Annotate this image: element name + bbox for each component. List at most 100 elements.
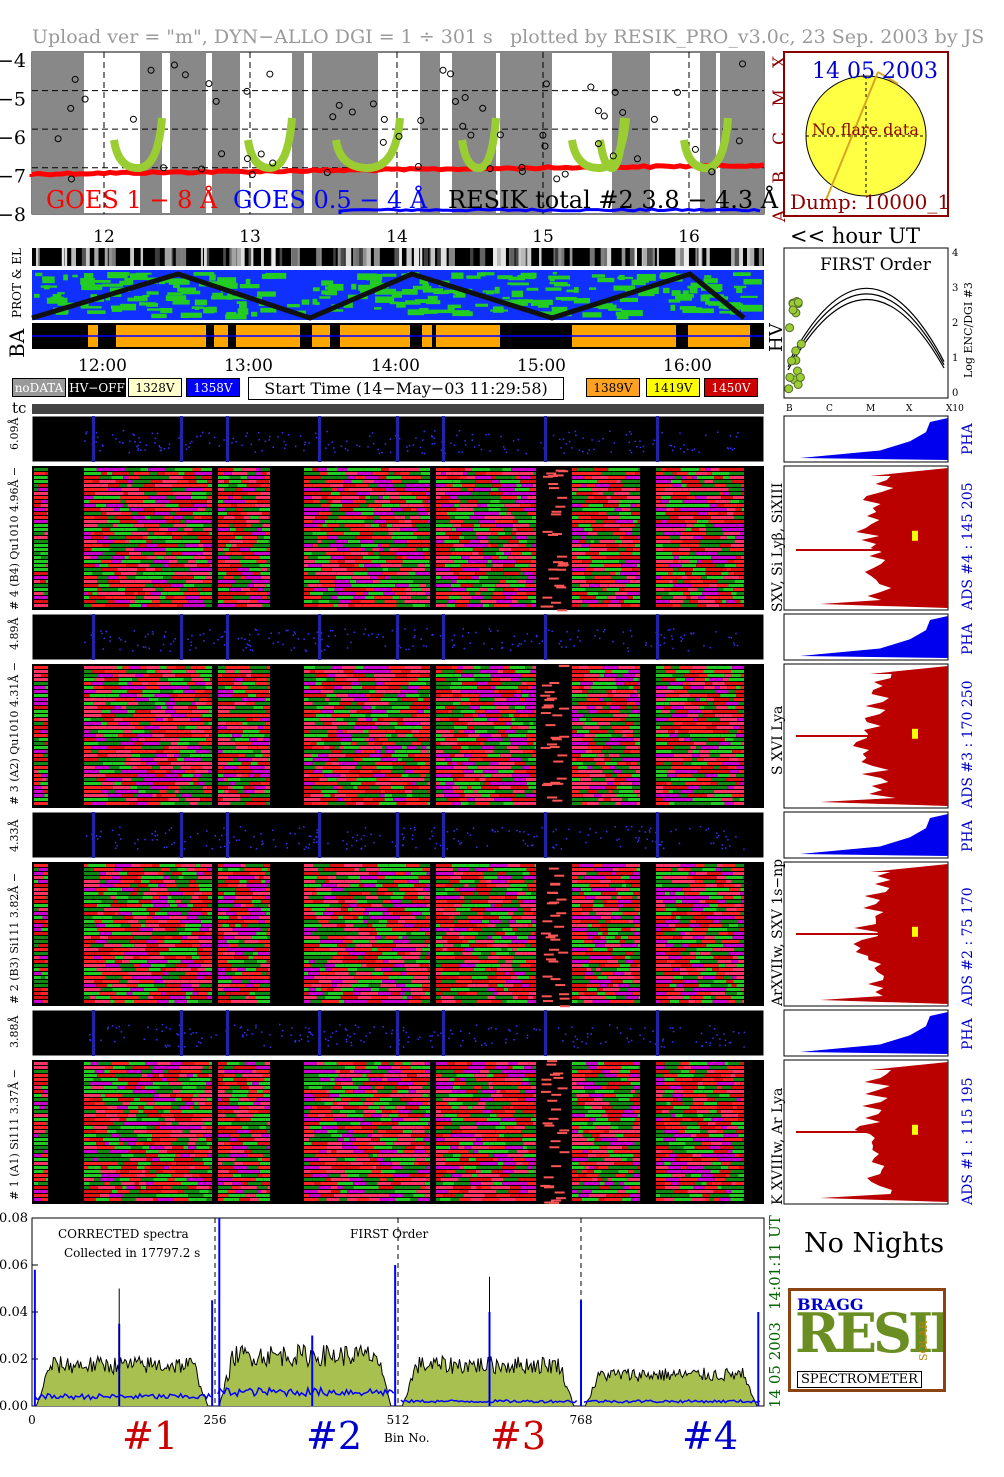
spec-cell: [447, 476, 460, 479]
spec-cell: [733, 698, 744, 701]
spec-cell: [304, 540, 318, 543]
prot-green-patch: [530, 301, 545, 306]
spec-cell: [356, 492, 363, 495]
spec-cell: [661, 496, 671, 499]
spec-cell: [84, 468, 97, 471]
pha-pixel: [683, 634, 686, 636]
spec-cell: [705, 568, 722, 571]
spec-cell: [304, 678, 312, 681]
pha-pixel: [136, 445, 138, 448]
pha-vline: [396, 614, 399, 660]
spec-cell: [589, 548, 607, 551]
spec-cell: [137, 766, 153, 769]
spec-cell: [509, 666, 526, 669]
spec-cell: [155, 670, 160, 673]
spec-cell: [222, 674, 236, 677]
goes-data-point: [335, 101, 343, 109]
spec-cell: [97, 754, 108, 757]
pha-pixel: [111, 434, 114, 436]
spec-cell: [656, 730, 669, 733]
spec-cell: [335, 694, 341, 697]
spec-cell: [660, 576, 677, 579]
spec-cell: [449, 520, 464, 523]
spec-cell: [585, 552, 600, 555]
spec-cell: [34, 798, 48, 801]
spec-cell: [743, 710, 744, 713]
pha-pixel: [248, 639, 251, 642]
spec-cell: [424, 778, 430, 781]
spec-cell: [616, 480, 621, 483]
spec-cell: [243, 786, 251, 789]
spec-cell: [613, 492, 630, 495]
spec-cell: [405, 790, 413, 793]
spec-cell: [140, 718, 147, 721]
spec-cell: [167, 786, 181, 789]
spec-cell: [480, 532, 492, 535]
prot-green-patch: [180, 312, 202, 318]
spec-cell: [176, 702, 192, 705]
spec-cell: [436, 472, 442, 475]
spec-cell: [337, 560, 345, 563]
spec-cell: [666, 770, 676, 773]
spec-cell: [234, 520, 247, 523]
spec-cell: [250, 516, 259, 519]
spec-cell: [510, 492, 524, 495]
spec-cell: [251, 778, 267, 781]
spec-cell: [243, 528, 257, 531]
pha-pixel: [579, 640, 581, 642]
spec-cell: [126, 596, 137, 599]
first-order-point: [785, 372, 795, 382]
spec-cell: [473, 524, 481, 527]
prot-green-patch: [613, 285, 636, 291]
el-strip-cell: [181, 248, 187, 266]
pha-pixel: [160, 447, 162, 449]
spec-cell: [611, 670, 629, 673]
spec-cell: [678, 734, 690, 737]
spec-cell: [408, 504, 424, 507]
pha-pixel: [145, 444, 148, 447]
spec-cell: [34, 686, 46, 689]
spec-cell: [462, 770, 474, 773]
prot-green-patch: [509, 282, 529, 286]
spec-cell: [436, 516, 450, 519]
spec-cell: [370, 496, 379, 499]
spec-cell: [360, 670, 379, 673]
spec-cell: [419, 468, 430, 471]
spec-cell: [344, 560, 356, 563]
spec-cell: [179, 798, 186, 801]
spec-cell: [208, 512, 212, 515]
spec-cell: [304, 536, 318, 539]
spec-cell: [105, 802, 120, 805]
spec-cell: [207, 484, 212, 487]
spec-cell: [576, 476, 585, 479]
pha-pixel: [679, 448, 682, 450]
el-strip-cell: [603, 248, 608, 266]
el-strip-cell: [500, 248, 506, 266]
spec-cell: [697, 790, 704, 793]
spec-cell: [107, 754, 117, 757]
spec-cell: [84, 564, 95, 567]
spec-cell: [84, 592, 89, 595]
spec-cell: [84, 512, 102, 515]
spec-cell: [34, 508, 46, 511]
spec-cell: [530, 802, 536, 805]
spec-cell: [427, 790, 430, 793]
spec-cell: [395, 690, 401, 693]
spec-cell: [84, 596, 90, 599]
spec-cell: [477, 500, 491, 503]
spec-cell: [675, 670, 690, 673]
spec-cell: [95, 738, 107, 741]
prot-green-patch: [239, 284, 260, 289]
spec-cell: [304, 568, 322, 571]
spec-cell: [374, 742, 383, 745]
pha-pixel: [670, 635, 673, 637]
spec-cell: [125, 798, 138, 801]
prot-green-patch: [35, 272, 43, 277]
spec-cell: [614, 508, 622, 511]
prot-green-patch: [517, 299, 533, 304]
goes-data-point: [600, 112, 608, 120]
spec-cell: [693, 770, 699, 773]
spec-cell: [514, 762, 526, 765]
spec-cell: [412, 604, 426, 607]
spec-cell: [323, 786, 334, 789]
